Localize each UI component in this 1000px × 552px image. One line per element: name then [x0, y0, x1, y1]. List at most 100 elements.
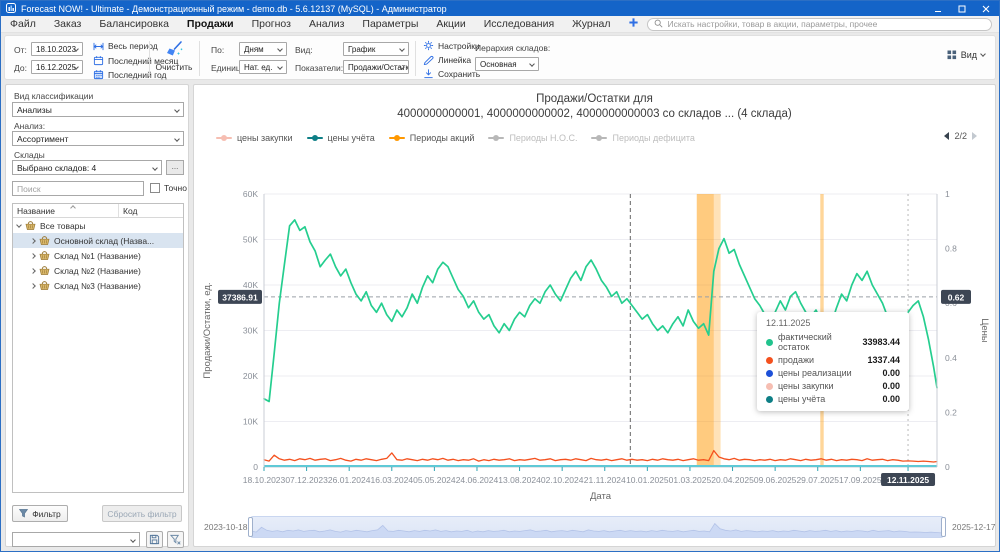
hierarchy-select[interactable]: Основная: [475, 57, 539, 71]
navigator-right-handle[interactable]: [941, 517, 946, 537]
warehouses-select[interactable]: Выбрано складов: 4: [12, 160, 162, 175]
global-search[interactable]: [647, 18, 992, 31]
units-select[interactable]: Нат. ед.: [239, 60, 287, 74]
window-title: Forecast NOW! - Ultimate - Демонстрацион…: [21, 4, 447, 14]
series-dot-icon: [766, 370, 773, 377]
navigator-track[interactable]: [250, 516, 944, 538]
toolbar: От: 18.10.2023 До: 16.12.2025 Весь перио…: [4, 35, 996, 80]
page-next-icon[interactable]: [972, 132, 977, 140]
svg-text:10.01.2025: 10.01.2025: [626, 475, 669, 485]
settings-button[interactable]: Настройки: [423, 40, 480, 51]
funnel-x-icon: [170, 534, 181, 545]
tree-item-root[interactable]: Все товары: [13, 218, 183, 233]
tree-item-2[interactable]: Склад №1 (Название): [13, 248, 183, 263]
warehouses-more-button[interactable]: ...: [166, 160, 184, 175]
tree-item-1[interactable]: Основной склад (Назва...: [13, 233, 183, 248]
ruler-button[interactable]: Линейка: [423, 54, 471, 65]
reset-filter-button[interactable]: Сбросить фильтр: [102, 505, 182, 522]
exact-checkbox[interactable]: [150, 183, 160, 193]
svg-text:01.03.2025: 01.03.2025: [669, 475, 712, 485]
series-dot-icon: [766, 339, 773, 346]
collapse-icon[interactable]: [30, 238, 36, 244]
expand-icon[interactable]: [16, 222, 22, 228]
legend-marker-icon: [488, 137, 504, 139]
by-label: По:: [211, 45, 224, 55]
legend-marker-icon: [591, 137, 607, 139]
menu-item-6[interactable]: Анализ: [309, 18, 344, 30]
tooltip-row-4: цены закупки0.00: [766, 381, 900, 391]
date-from-select[interactable]: 18.10.2023: [31, 42, 83, 56]
saved-filter-select[interactable]: [12, 532, 140, 547]
menu-item-10[interactable]: Журнал: [572, 18, 610, 30]
layout-view-button[interactable]: Вид: [947, 50, 985, 60]
collapse-icon[interactable]: [30, 253, 36, 259]
filter-button[interactable]: Фильтр: [12, 505, 68, 522]
clear-filter-icon-button[interactable]: [167, 531, 184, 548]
svg-text:24.06.2024: 24.06.2024: [456, 475, 499, 485]
menu-item-5[interactable]: Прогноз: [252, 18, 291, 30]
calendar-month-icon: [93, 55, 104, 66]
series-dot-icon: [766, 383, 773, 390]
minimize-button[interactable]: [934, 5, 942, 13]
basket-icon: [39, 250, 50, 261]
save-button[interactable]: Сохранить: [423, 68, 480, 79]
titlebar: Forecast NOW! - Ultimate - Демонстрацион…: [1, 1, 999, 16]
navigator-left-handle[interactable]: [248, 517, 253, 537]
legend-marker-icon: [307, 137, 323, 139]
series-dot-icon: [766, 396, 773, 403]
chart-panel: Продажи/Остатки для 4000000000001, 40000…: [193, 84, 996, 547]
main-menu: Файл Заказ Балансировка Продажи Прогноз Анали…: [10, 18, 628, 30]
menu-item-2[interactable]: Заказ: [54, 18, 82, 30]
whole-period-icon: [93, 42, 104, 51]
classification-select[interactable]: Анализы: [12, 102, 184, 117]
tooltip-row-5: цены учёта0.00: [766, 394, 900, 404]
maximize-button[interactable]: [958, 5, 966, 13]
time-range-navigator: 2023-10-18 2025-12-17: [204, 515, 996, 541]
menu-item-1[interactable]: Файл: [10, 18, 36, 30]
search-input[interactable]: [667, 19, 985, 29]
legend-item-4[interactable]: Периоды Н.О.С.: [488, 133, 577, 143]
menu-item-3[interactable]: Балансировка: [99, 18, 169, 30]
product-search-input[interactable]: [12, 181, 144, 196]
save-filter-button[interactable]: [146, 531, 163, 548]
legend-item-2[interactable]: цены учёта: [307, 133, 375, 143]
view-select[interactable]: График: [343, 42, 409, 56]
tree-header[interactable]: Название Код: [13, 204, 183, 218]
svg-text:Дата: Дата: [590, 491, 612, 502]
tree-column-name[interactable]: Название: [13, 204, 119, 217]
legend-item-3[interactable]: Периоды акций: [389, 133, 475, 143]
menu-item-7[interactable]: Параметры: [362, 18, 418, 30]
clear-button[interactable]: Очистить: [155, 40, 193, 72]
collapse-icon[interactable]: [30, 268, 36, 274]
tree-item-4[interactable]: Склад №3 (Название): [13, 278, 183, 293]
collapse-icon[interactable]: [30, 283, 36, 289]
svg-text:Цены: Цены: [979, 318, 990, 343]
close-button[interactable]: [982, 5, 990, 13]
legend-marker-icon: [216, 137, 232, 139]
svg-text:Продажи/Остатки, ед.: Продажи/Остатки, ед.: [202, 282, 213, 378]
svg-text:60K: 60K: [243, 189, 258, 199]
page-prev-icon[interactable]: [944, 132, 949, 140]
chart-tooltip: 12.11.2025 фактический остаток33983.44пр…: [757, 312, 909, 411]
funnel-icon: [19, 509, 28, 518]
indicators-select[interactable]: Продажи/Остатки: [343, 60, 409, 74]
add-icon[interactable]: [628, 15, 639, 33]
analysis-select[interactable]: Ассортимент: [12, 131, 184, 146]
tree-column-code[interactable]: Код: [119, 204, 183, 217]
legend-item-1[interactable]: цены закупки: [216, 133, 293, 143]
menu-item-4[interactable]: Продажи: [187, 18, 234, 30]
product-tree: Название Код Все товарыОсновной склад (Н…: [12, 203, 184, 493]
basket-icon: [25, 220, 36, 231]
svg-text:37386.91: 37386.91: [222, 292, 258, 302]
date-to-select[interactable]: 16.12.2025: [31, 60, 83, 74]
legend-item-5[interactable]: Периоды дефицита: [591, 133, 694, 143]
tree-item-3[interactable]: Склад №2 (Название): [13, 263, 183, 278]
menu-item-8[interactable]: Акции: [436, 18, 465, 30]
download-icon: [423, 68, 434, 79]
tooltip-row-1: фактический остаток33983.44: [766, 332, 900, 352]
by-select[interactable]: Дням: [239, 42, 287, 56]
svg-text:50K: 50K: [243, 235, 258, 245]
tooltip-series-label: цены учёта: [778, 394, 825, 404]
menu-item-9[interactable]: Исследования: [484, 18, 554, 30]
tooltip-series-label: продажи: [778, 355, 814, 365]
